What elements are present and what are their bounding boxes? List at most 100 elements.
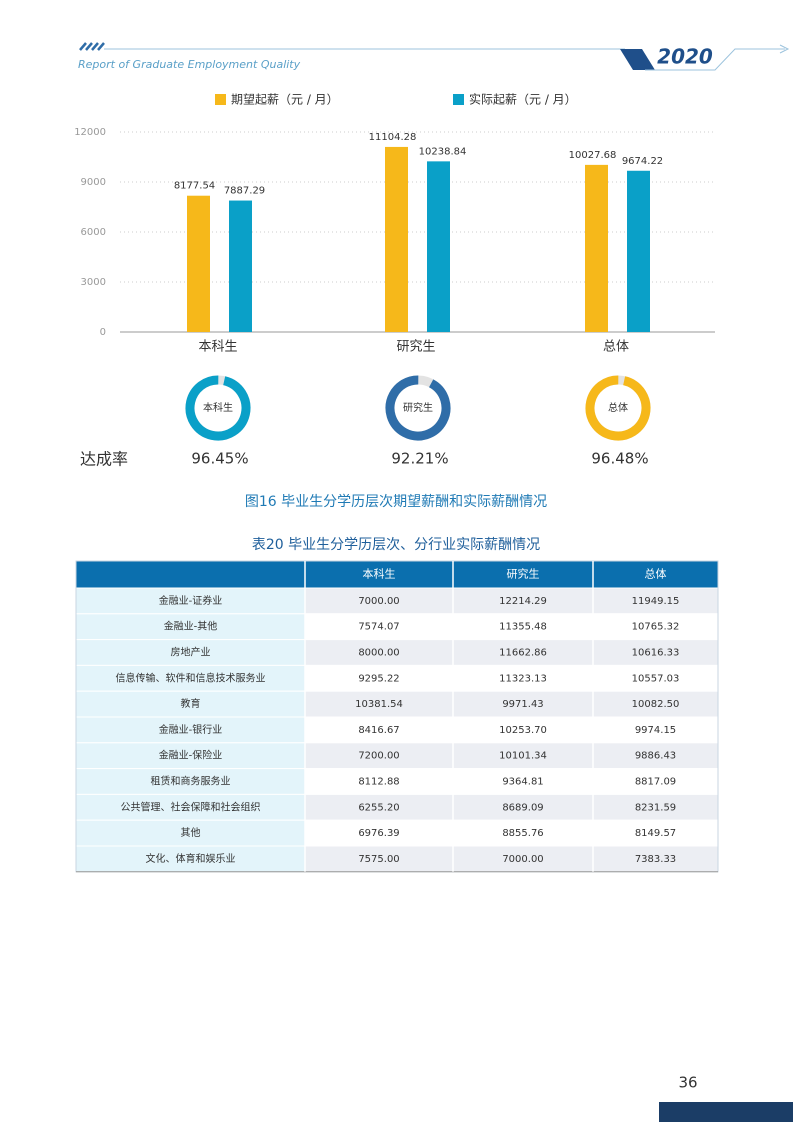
table-cell: 金融业-保险业 (159, 749, 223, 762)
bar (585, 164, 608, 332)
data-label: 9674.22 (622, 156, 663, 167)
table-cell: 10616.33 (632, 648, 680, 659)
rate-value: 96.45% (191, 450, 248, 468)
bar (627, 170, 650, 332)
legend-swatch (215, 94, 226, 105)
x-tick-label: 研究生 (396, 340, 435, 355)
bar (427, 161, 450, 332)
row-first-bg (75, 716, 306, 744)
table-cell: 8416.67 (358, 725, 399, 736)
table-cell: 教育 (181, 697, 201, 710)
donut-label: 总体 (608, 401, 628, 414)
rate-value: 96.48% (591, 450, 648, 468)
table-header-bg (76, 561, 718, 588)
header-year: 2020 (657, 45, 713, 69)
x-tick-label: 本科生 (198, 340, 237, 355)
table-cell: 金融业-其他 (164, 620, 218, 633)
table-cell: 11662.86 (499, 648, 547, 659)
table-header: 本科生 (363, 567, 396, 581)
donut-label: 本科生 (203, 401, 233, 414)
row-bg (304, 793, 719, 821)
table-cell: 9364.81 (502, 777, 543, 788)
table-cell: 9886.43 (635, 751, 676, 762)
row-first-bg (75, 768, 306, 795)
rate-label: 达成率 (80, 450, 128, 469)
row-bg (304, 819, 719, 847)
table-cell: 10082.50 (632, 699, 680, 710)
donut-arc (585, 375, 651, 441)
table-cell: 7200.00 (358, 751, 399, 762)
table-cell: 公共管理、社会保障和社会组织 (121, 800, 261, 813)
table-cell: 7000.00 (502, 854, 543, 865)
data-label: 10238.84 (419, 146, 467, 157)
table-cell: 9974.15 (635, 725, 676, 736)
y-tick-label: 3000 (81, 277, 106, 288)
data-label: 11104.28 (369, 132, 417, 143)
table-header: 研究生 (507, 567, 540, 581)
donut-label: 研究生 (403, 401, 433, 414)
data-label: 8177.54 (174, 181, 215, 192)
table-title: 表20 毕业生分学历层次、分行业实际薪酬情况 (252, 537, 540, 553)
figure-caption: 图16 毕业生分学历层次期望薪酬和实际薪酬情况 (245, 494, 547, 510)
header-subtitle: Report of Graduate Employment Quality (78, 58, 301, 71)
row-first-bg (75, 742, 306, 770)
bar (229, 200, 252, 332)
footer-bar (659, 1102, 793, 1122)
table-cell: 租赁和商务服务业 (151, 775, 231, 788)
row-bg (304, 664, 719, 692)
data-label: 7887.29 (224, 186, 265, 197)
table-cell: 7383.33 (635, 854, 676, 865)
legend-label: 实际起薪（元 / 月） (469, 92, 577, 107)
table-cell: 8231.59 (635, 802, 676, 813)
table-cell: 8112.88 (358, 777, 399, 788)
donut-arc (385, 375, 451, 441)
row-bg (304, 639, 719, 666)
data-label: 10027.68 (569, 150, 617, 161)
table-cell: 金融业-银行业 (159, 723, 223, 736)
table-cell: 7574.07 (358, 622, 399, 633)
table-cell: 9971.43 (502, 699, 543, 710)
table-cell: 8817.09 (635, 777, 676, 788)
table-cell: 6976.39 (358, 828, 399, 839)
header-deco (79, 42, 790, 71)
table-cell: 10557.03 (632, 673, 680, 684)
bar (187, 195, 210, 332)
table-cell: 8689.09 (502, 802, 543, 813)
bar (385, 146, 408, 332)
x-tick-label: 总体 (603, 340, 629, 355)
table-cell: 8149.57 (635, 828, 676, 839)
table-cell: 7575.00 (358, 854, 399, 865)
rate-value: 92.21% (391, 450, 448, 468)
table-cell: 其他 (181, 826, 201, 839)
table-cell: 10101.34 (499, 751, 547, 762)
table-cell: 7000.00 (358, 596, 399, 607)
table-cell: 11323.13 (499, 673, 547, 684)
page-number: 36 (678, 1074, 697, 1092)
row-first-bg (75, 793, 306, 821)
y-tick-label: 9000 (81, 177, 106, 188)
table-cell: 8000.00 (358, 648, 399, 659)
donut-arc (185, 375, 251, 441)
table-header: 总体 (645, 567, 667, 581)
table-cell: 文化、体育和娱乐业 (146, 852, 236, 865)
y-tick-label: 6000 (81, 227, 106, 238)
row-bg (304, 716, 719, 744)
table-cell: 6255.20 (358, 802, 399, 813)
table-cell: 8855.76 (502, 828, 543, 839)
y-tick-label: 0 (100, 327, 106, 338)
table-cell: 10253.70 (499, 725, 547, 736)
table-cell: 信息传输、软件和信息技术服务业 (116, 671, 266, 684)
table-cell: 金融业-证券业 (159, 594, 223, 607)
table-cell: 9295.22 (358, 673, 399, 684)
table-cell: 10381.54 (355, 699, 403, 710)
table-cell: 房地产业 (171, 646, 211, 659)
legend-swatch (453, 94, 464, 105)
y-tick-label: 12000 (74, 127, 106, 138)
table-cell: 10765.32 (632, 622, 680, 633)
table-cell: 12214.29 (499, 596, 547, 607)
table-cell: 11355.48 (499, 622, 547, 633)
legend-label: 期望起薪（元 / 月） (231, 93, 339, 107)
row-bg (304, 742, 719, 770)
table-cell: 11949.15 (632, 596, 680, 607)
